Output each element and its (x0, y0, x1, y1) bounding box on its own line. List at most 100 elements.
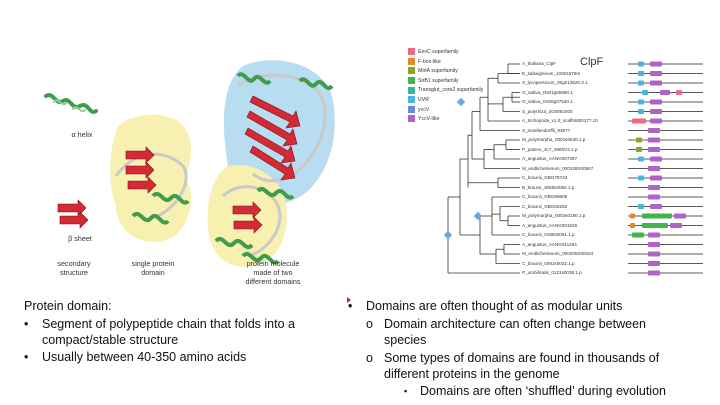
sub-bullet: o Some types of domains are found in tho… (348, 350, 716, 384)
domain-block (670, 223, 682, 228)
alpha-helix-label: α helix (71, 130, 93, 139)
domain-block (638, 71, 644, 76)
alpha-helix-shape (44, 93, 98, 115)
main-bullet: • Domains are often thought of as modula… (348, 298, 716, 316)
bullet-text: Domains are often thought of as modular … (366, 299, 623, 313)
domain-block (650, 80, 662, 86)
taxon-label: O_sativa_Os06g07540.1 (522, 99, 573, 104)
taxon-label: C_braunii_GBG78743 (522, 175, 568, 180)
legend-entry: MotA superfamily (408, 67, 458, 76)
domain-block (648, 147, 660, 152)
domain-block (674, 213, 686, 219)
legend-label: YccV-like (418, 116, 440, 123)
legend-label: yccV (418, 106, 430, 113)
bullet-text: different proteins in the genome (384, 367, 560, 381)
domain-block (648, 194, 660, 200)
domain-block (648, 251, 660, 257)
beta-sheet-shape (57, 199, 89, 229)
legend-swatch-icon (408, 86, 415, 94)
legend-label: F-box-like (418, 58, 441, 65)
subsub-bullet: ▪ Domains are often ‘shuffled’ during ev… (348, 383, 716, 401)
node-marker-icon (443, 230, 453, 240)
bullet-item: • Segment of polypeptide chain that fold… (24, 316, 354, 352)
domain-block (650, 204, 662, 209)
taxon-label: A_angustus_AANG011254 (522, 241, 577, 247)
domain-block (650, 175, 662, 181)
legend-label: UVR (418, 97, 429, 103)
domain-block (638, 156, 644, 162)
two-domain-shape (214, 72, 334, 265)
legend-entry: SirB1 superfamily (408, 76, 459, 86)
protein-domain-illustration (44, 60, 335, 267)
domain-block (632, 232, 644, 238)
taxon-label: S_moellendorffii_93677 (522, 127, 571, 133)
domain-block (638, 61, 644, 67)
bullet-item: • Usually between 40-350 amino acids (24, 349, 354, 367)
taxon-label: S_polyrhiza_2G0092000 (522, 108, 573, 114)
bullet-text: Domain architecture can often change bet… (384, 317, 646, 331)
bullet-text: Segment of polypeptide chain that folds … (42, 317, 295, 331)
domain-block (650, 118, 662, 124)
taxon-label: E_salsugineum_10004578m (522, 70, 581, 76)
legend-label: Transglut_core2 superfamily (418, 87, 484, 94)
legend-swatch-icon (408, 57, 415, 65)
legend-entry: yccV (408, 105, 430, 115)
sub-bullet-icon: o (366, 317, 373, 331)
domain-block (630, 213, 635, 219)
domain-block (660, 90, 670, 95)
domain-block (648, 261, 660, 266)
domain-block (650, 156, 662, 162)
square-bullet-icon: ▪ (404, 386, 408, 396)
domain-block (648, 242, 660, 247)
domain-block (638, 80, 644, 86)
taxon-label: M_polymorpha_0003s0180.1.p (522, 213, 586, 218)
domain-block (642, 213, 672, 219)
cursor-marker-icon (347, 297, 351, 303)
domain-block (642, 223, 668, 228)
taxon-label: M_endlicherianum_000138S00557 (522, 165, 594, 171)
taxon-label: C_braunii_0186s0061.1.p (522, 232, 575, 237)
secondary-structure-label-line: secondary (57, 259, 91, 268)
single-domain-shape (114, 146, 190, 225)
domain-block (648, 270, 660, 276)
legend-entry: EnvC superfamily (408, 48, 459, 57)
domain-block (676, 90, 682, 95)
sub-bullet-icon: o (366, 351, 373, 365)
legend-entry: UVR (408, 96, 429, 105)
taxon-label: S_lycopersicum_05g012620.3.1 (522, 80, 588, 85)
secondary-structure-label-line: structure (60, 268, 88, 277)
single-domain-background (110, 114, 192, 242)
taxon-label: B_braunii_3065s0062.1.p (522, 184, 575, 190)
domain-block (648, 137, 660, 143)
node-marker-icon (473, 211, 483, 221)
protein-domain-figure: α helix β sheet secondary structure sing… (38, 56, 338, 291)
domain-block (648, 128, 660, 133)
domain-block (648, 166, 660, 171)
legend-swatch-icon (408, 76, 415, 84)
taxon-label: A_angustus_AANG001526 (522, 222, 578, 228)
taxon-label: P_patens_3c7_3960V3.1.p (522, 146, 578, 152)
taxa-labels: A_thaliana_ClpF E_salsugineum_10004578m S_… (408, 48, 713, 293)
single-domain-label: single protein domain (118, 259, 188, 277)
taxon-label: C_braunii_GBG65262 (522, 203, 568, 209)
two-domains-label-line: protein molecule (246, 259, 300, 268)
legend-label: SirB1 superfamily (418, 77, 459, 84)
phylogenetic-tree (443, 61, 703, 276)
beta-sheet-label: β sheet (68, 234, 92, 243)
taxon-label: M_endlicherianum_000205S00034 (522, 251, 594, 256)
legend-swatch-icon (408, 67, 415, 75)
domain-block (648, 232, 660, 238)
domain-block (636, 137, 642, 143)
taxon-label: A_angustus_AANG007397 (522, 156, 578, 161)
domain-block (638, 175, 644, 181)
domain-block (636, 147, 642, 152)
secondary-structure-label: secondary structure (44, 259, 104, 277)
protein-domain-heading: Protein domain: (24, 299, 112, 313)
taxon-label: M_polymorpha_0001s0530.1.p (522, 137, 586, 142)
node-marker-icon (456, 97, 466, 107)
domain-block (648, 185, 660, 190)
domain-block (632, 118, 646, 124)
taxon-label: C_braunii_GBG68609 (522, 194, 568, 199)
taxon-label: P_umbilicalis_0121s0038.1.p (522, 270, 582, 275)
bullet-icon: • (24, 317, 29, 331)
